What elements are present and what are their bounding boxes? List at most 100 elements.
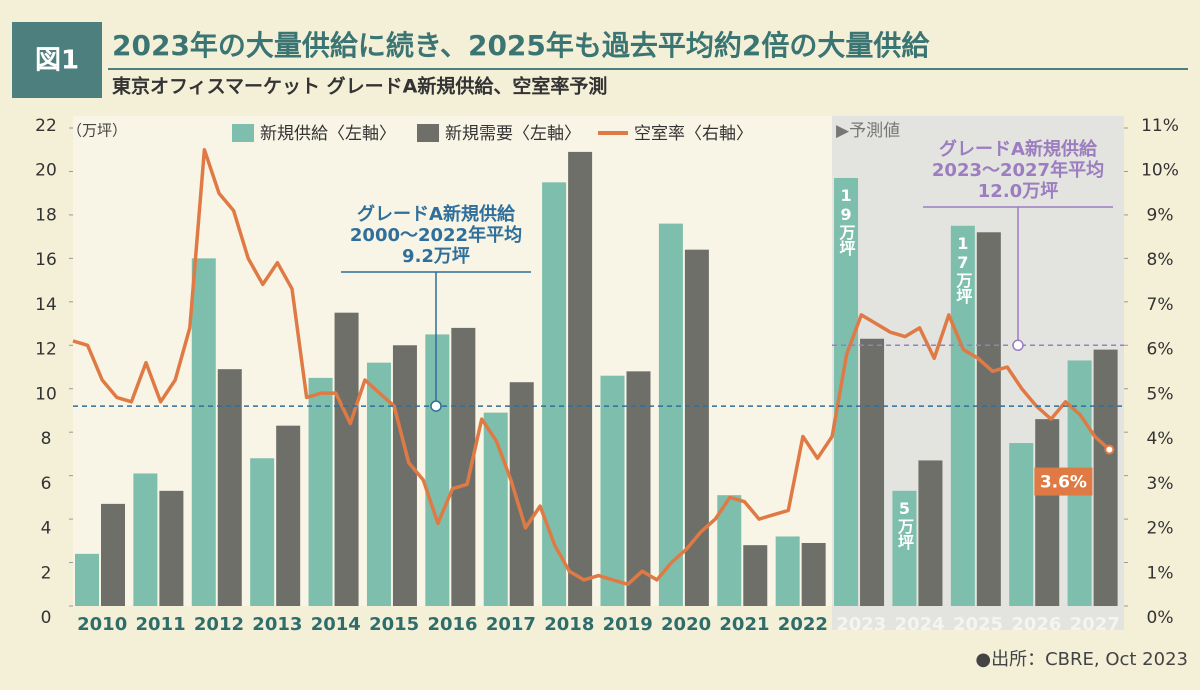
- legend-label: 新規需要〈左軸〉: [445, 124, 581, 144]
- bar: [950, 225, 975, 607]
- bar: [334, 312, 359, 606]
- y2-tick-label: 0%: [1147, 608, 1174, 628]
- bar: [75, 553, 99, 606]
- y-tick-label: 2: [41, 563, 52, 583]
- x-tick-label: 2025: [953, 614, 1003, 635]
- bar: [1009, 443, 1034, 606]
- bar: [743, 545, 768, 606]
- bar: [133, 473, 158, 606]
- bar: [775, 536, 800, 606]
- y2-tick-label: 1%: [1147, 563, 1174, 583]
- legend-swatch: [232, 124, 254, 142]
- forecast-label: ▶予測値: [836, 121, 900, 141]
- y-tick-label: 20: [35, 161, 57, 181]
- bar-value-label: 17万坪: [953, 234, 973, 305]
- x-tick-label: 2010: [77, 614, 127, 635]
- bar: [717, 495, 742, 606]
- bar-value-label: 19万坪: [837, 186, 857, 257]
- badge: 図1: [35, 46, 79, 76]
- y2-tick-label: 5%: [1147, 384, 1174, 404]
- bar: [1093, 349, 1118, 606]
- x-tick-label: 2016: [427, 614, 477, 635]
- y-tick-label: 8: [41, 429, 52, 449]
- y2-tick-label: 11%: [1141, 116, 1179, 136]
- y2-tick-label: 4%: [1147, 429, 1174, 449]
- bar: [542, 182, 567, 606]
- x-tick-label: 2014: [311, 614, 361, 635]
- x-tick-label: 2019: [603, 614, 653, 635]
- y-tick-label: 18: [35, 205, 57, 225]
- annotation-text: 2023〜2027年平均: [932, 159, 1104, 181]
- annotation-text: 9.2万坪: [402, 246, 470, 267]
- legend-swatch: [417, 124, 439, 142]
- value-label-box: [1034, 467, 1093, 496]
- bar: [892, 490, 917, 606]
- x-tick-label: 2013: [252, 614, 302, 635]
- bar: [159, 490, 184, 606]
- y2-tick-label: 6%: [1147, 340, 1174, 360]
- bar: [366, 362, 391, 606]
- bar: [1035, 419, 1060, 606]
- annotation-text: グレードA新規供給: [939, 138, 1098, 160]
- y-tick-label: 10: [35, 384, 57, 404]
- badge-box: [12, 22, 102, 98]
- x-tick-label: 2026: [1011, 614, 1061, 635]
- bar: [191, 258, 216, 606]
- bar: [509, 382, 534, 606]
- title: 2023年の大量供給に続き、2025年も過去平均約2倍の大量供給: [112, 29, 930, 62]
- bar: [217, 369, 242, 606]
- bar: [483, 412, 508, 606]
- x-tick-label: 2021: [719, 614, 769, 635]
- y-tick-label: 14: [35, 295, 57, 315]
- annotation-text: グレードA新規供給: [357, 203, 516, 225]
- bar: [684, 249, 709, 606]
- line: [72, 147, 1111, 587]
- y2-tick-label: 7%: [1147, 295, 1174, 315]
- x-tick-label: 2018: [544, 614, 594, 635]
- bar: [918, 460, 943, 606]
- x-tick-label: 2020: [661, 614, 711, 635]
- bar: [860, 338, 885, 606]
- bar: [834, 177, 859, 607]
- x-tick-label: 2023: [836, 614, 886, 635]
- bar: [250, 458, 275, 606]
- y-tick-label: 0: [41, 608, 52, 628]
- bar: [600, 375, 625, 606]
- bar: [392, 345, 417, 606]
- x-tick-label: 2011: [136, 614, 186, 635]
- bar: [568, 151, 593, 606]
- source: ●出所：CBRE, Oct 2023: [975, 649, 1188, 670]
- bar: [976, 232, 1001, 607]
- y-tick-label: 22: [35, 116, 57, 136]
- bar: [626, 371, 651, 606]
- annotation-text: 12.0万坪: [978, 181, 1058, 202]
- x-tick-label: 2022: [778, 614, 828, 635]
- legend-label: 新規供給〈左軸〉: [260, 124, 396, 144]
- x-tick-label: 2024: [895, 614, 945, 635]
- bar: [658, 223, 683, 606]
- bar-value-label: 5万坪: [895, 499, 915, 551]
- bar: [276, 425, 301, 606]
- annotation-dot: [430, 400, 442, 412]
- y2-tick-label: 10%: [1141, 161, 1179, 181]
- y2-tick-label: 9%: [1147, 205, 1174, 225]
- line-value-label: 3.6%: [1040, 473, 1087, 493]
- legend-label: 空室率〈右軸〉: [634, 124, 753, 144]
- y-tick-label: 4: [41, 519, 52, 539]
- x-tick-label: 2027: [1070, 614, 1120, 635]
- unit-label: （万坪）: [67, 122, 127, 140]
- bar: [425, 334, 450, 606]
- annotation-text: 2000〜2022年平均: [350, 224, 522, 246]
- x-tick-label: 2015: [369, 614, 419, 635]
- x-tick-label: 2017: [486, 614, 536, 635]
- bar: [101, 503, 125, 606]
- bar: [801, 542, 826, 606]
- y2-tick-label: 2%: [1147, 519, 1174, 539]
- y-tick-label: 6: [41, 474, 52, 494]
- x-tick-label: 2012: [194, 614, 244, 635]
- y2-tick-label: 3%: [1147, 474, 1174, 494]
- y-tick-label: 16: [35, 250, 57, 270]
- y2-tick-label: 8%: [1147, 250, 1174, 270]
- line-end-marker: [1104, 444, 1115, 455]
